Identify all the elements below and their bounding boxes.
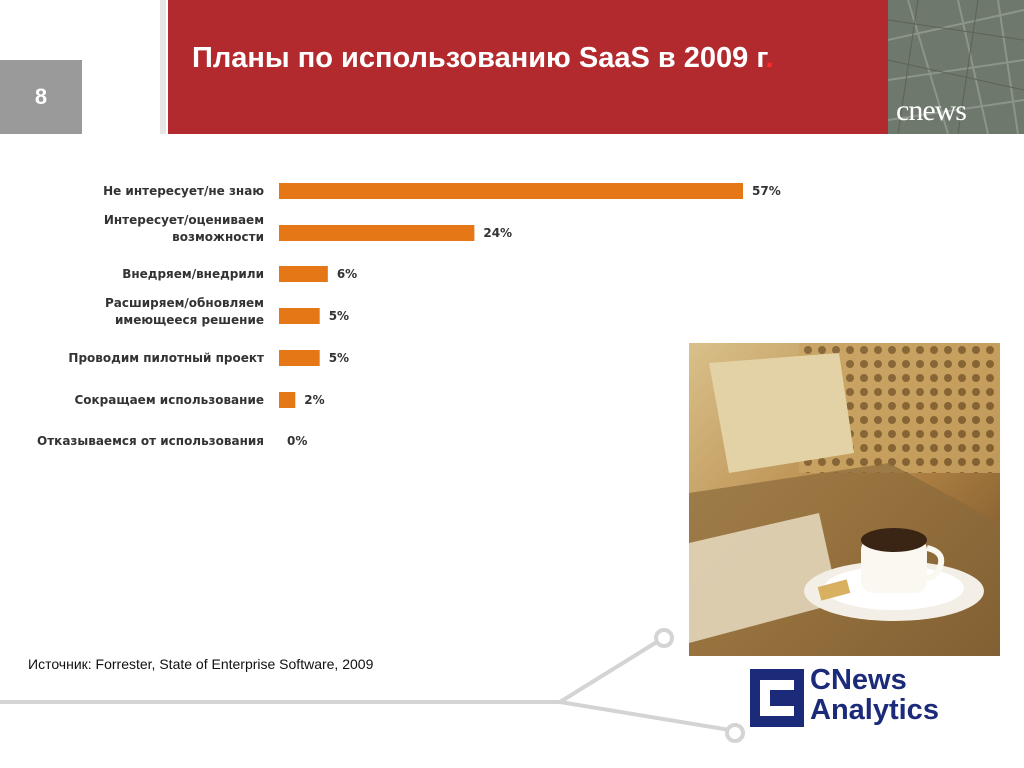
value-label: 5% bbox=[329, 309, 349, 323]
cnews-logo-icon bbox=[750, 669, 804, 727]
logo-line-2: Analytics bbox=[810, 694, 939, 726]
category-label: Интересует/оцениваем bbox=[104, 213, 264, 227]
value-label: 57% bbox=[752, 184, 781, 198]
category-label: Сокращаем использование bbox=[74, 393, 264, 407]
logo-text: CNews Analytics bbox=[810, 665, 939, 725]
leaf-texture-image: cnews bbox=[888, 0, 1024, 134]
value-label: 6% bbox=[337, 267, 357, 281]
bar bbox=[279, 225, 475, 241]
header-divider bbox=[160, 0, 166, 134]
page-title-text: Планы по использованию SaaS в 2009 г bbox=[192, 42, 766, 74]
logo-line-1: CNews bbox=[810, 664, 907, 696]
value-label: 24% bbox=[483, 226, 512, 240]
source-note: Источник: Forrester, State of Enterprise… bbox=[28, 656, 374, 672]
category-label: имеющееся решение bbox=[115, 313, 264, 327]
category-label: Расширяем/обновляем bbox=[105, 296, 264, 310]
bar bbox=[279, 183, 743, 199]
bar bbox=[279, 266, 328, 282]
bar bbox=[279, 308, 320, 324]
header-banner: Планы по использованию SaaS в 2009 г. bbox=[168, 0, 888, 134]
coffee-photo bbox=[689, 343, 1000, 656]
bar-chart: Не интересует/не знаю 57% Интересует/оцени… bbox=[37, 183, 781, 448]
coffee-cup-photo-icon bbox=[689, 343, 1000, 656]
value-label: 0% bbox=[287, 434, 307, 448]
value-label: 5% bbox=[329, 351, 349, 365]
slide-number-text: 8 bbox=[34, 84, 48, 109]
slide-number: 8 bbox=[0, 60, 82, 134]
bar bbox=[279, 350, 320, 366]
cnews-analytics-logo: CNews Analytics bbox=[750, 665, 990, 733]
category-label: Внедряем/внедрили bbox=[122, 267, 264, 281]
category-label: Отказываемся от использования bbox=[37, 434, 264, 448]
page-title: Планы по использованию SaaS в 2009 г. bbox=[192, 42, 774, 75]
category-label: возможности bbox=[172, 230, 264, 244]
leaf-texture-icon bbox=[888, 0, 1024, 134]
bar bbox=[279, 392, 296, 408]
value-label: 2% bbox=[304, 393, 324, 407]
title-dot: . bbox=[765, 42, 774, 74]
circuit-decoration bbox=[0, 628, 745, 743]
category-label: Проводим пилотный проект bbox=[68, 351, 264, 365]
category-label: Не интересует/не знаю bbox=[103, 184, 264, 198]
cnews-small-logo: cnews bbox=[896, 94, 967, 127]
